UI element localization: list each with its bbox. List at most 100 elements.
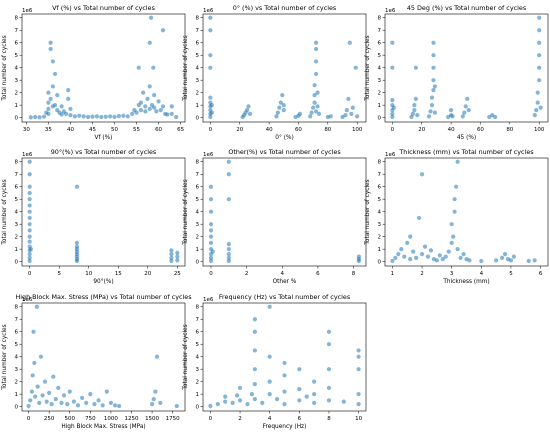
data-point (313, 71, 319, 77)
data-point (74, 184, 80, 189)
data-point (408, 257, 413, 262)
chart-panel: Frequency (Hz) vs Total number of cycles… (183, 293, 367, 430)
data-point (390, 40, 395, 45)
data-point (535, 90, 540, 95)
x-tick-label: 750 (85, 416, 96, 422)
data-point (278, 100, 283, 105)
data-point (355, 114, 360, 119)
axes-frame (202, 157, 367, 267)
y-tick-label: 2 (378, 91, 382, 97)
x-axis-label: 45 (%) (457, 135, 476, 141)
data-point (208, 240, 214, 246)
data-point (46, 106, 51, 111)
data-point (419, 172, 425, 177)
y-multiplier: 1e6 (385, 152, 396, 158)
data-point (112, 114, 117, 119)
data-point (226, 247, 231, 252)
data-point (537, 53, 542, 58)
data-point (27, 222, 32, 227)
data-point (215, 402, 220, 407)
chart-panel: Other(%) vs Total number of cycles 1e6 0 2 4… (183, 148, 367, 285)
data-point (537, 28, 542, 33)
data-point (312, 400, 317, 405)
y-tick-label: 7 (196, 28, 200, 34)
y-tick-label: 4 (378, 210, 382, 216)
data-point (92, 402, 97, 407)
x-tick-label: 80 (506, 127, 513, 133)
data-point (412, 108, 417, 113)
x-axis-label: Other % (273, 279, 297, 285)
data-point (429, 103, 435, 108)
data-point (27, 228, 32, 233)
data-point (226, 242, 231, 247)
data-point (28, 247, 33, 252)
x-tick-label: 2 (245, 271, 249, 277)
data-point (494, 258, 499, 263)
chart-title: Other(%) vs Total number of cycles (228, 148, 341, 156)
data-point (27, 203, 32, 208)
data-point (90, 114, 95, 119)
data-point (53, 397, 58, 402)
y-tick-label: 0 (196, 116, 200, 122)
data-point (226, 252, 231, 257)
data-point (341, 399, 346, 404)
data-point (237, 398, 243, 403)
y-tick-label: 7 (15, 28, 19, 34)
data-point (52, 71, 58, 77)
y-tick-label: 1 (15, 392, 19, 398)
y-axis-label: Total number of cycles (183, 324, 189, 390)
y-tick-label: 1 (15, 103, 19, 109)
data-point (46, 111, 51, 116)
data-point (51, 374, 56, 379)
data-point (246, 104, 251, 109)
data-point (175, 258, 180, 263)
data-point (147, 40, 152, 45)
data-point (431, 40, 436, 45)
x-tick-label: 35 (45, 127, 52, 133)
data-point (356, 392, 361, 397)
y-tick-label: 8 (15, 16, 19, 22)
x-tick-label: 4 (480, 271, 484, 277)
x-tick-label: 60 (477, 127, 484, 133)
data-point (50, 59, 55, 64)
x-tick-label: 8 (327, 416, 331, 422)
data-point (27, 215, 32, 221)
data-point (391, 105, 396, 110)
data-point (158, 400, 163, 405)
data-point (349, 111, 354, 116)
data-point (112, 403, 118, 408)
data-point (27, 184, 32, 189)
data-point (405, 240, 410, 246)
data-point (116, 114, 122, 119)
data-point (282, 389, 287, 394)
data-point (208, 222, 214, 227)
data-point (138, 100, 144, 105)
data-point (28, 115, 33, 120)
data-point (252, 317, 257, 322)
data-point (326, 367, 332, 372)
data-point (81, 114, 86, 119)
data-point (428, 109, 433, 114)
data-point (244, 108, 250, 113)
data-point (280, 93, 285, 98)
data-point (431, 88, 436, 93)
data-point (226, 172, 231, 177)
y-tick-label: 5 (196, 342, 200, 348)
y-tick-label: 3 (15, 367, 19, 373)
y-tick-label: 0 (15, 116, 19, 122)
y-axis-label: Total number of cycles (183, 35, 189, 101)
data-point (27, 239, 32, 244)
data-point (209, 110, 214, 115)
data-point (356, 367, 361, 372)
y-tick-label: 0 (378, 116, 382, 122)
x-tick-label: 5 (509, 271, 513, 277)
x-axis-label: 90°(%) (93, 279, 113, 285)
data-point (277, 105, 282, 110)
data-point (156, 99, 161, 104)
data-point (344, 108, 350, 113)
data-point (160, 28, 166, 33)
data-point (443, 254, 448, 259)
data-point (390, 65, 395, 70)
data-point (208, 114, 213, 120)
